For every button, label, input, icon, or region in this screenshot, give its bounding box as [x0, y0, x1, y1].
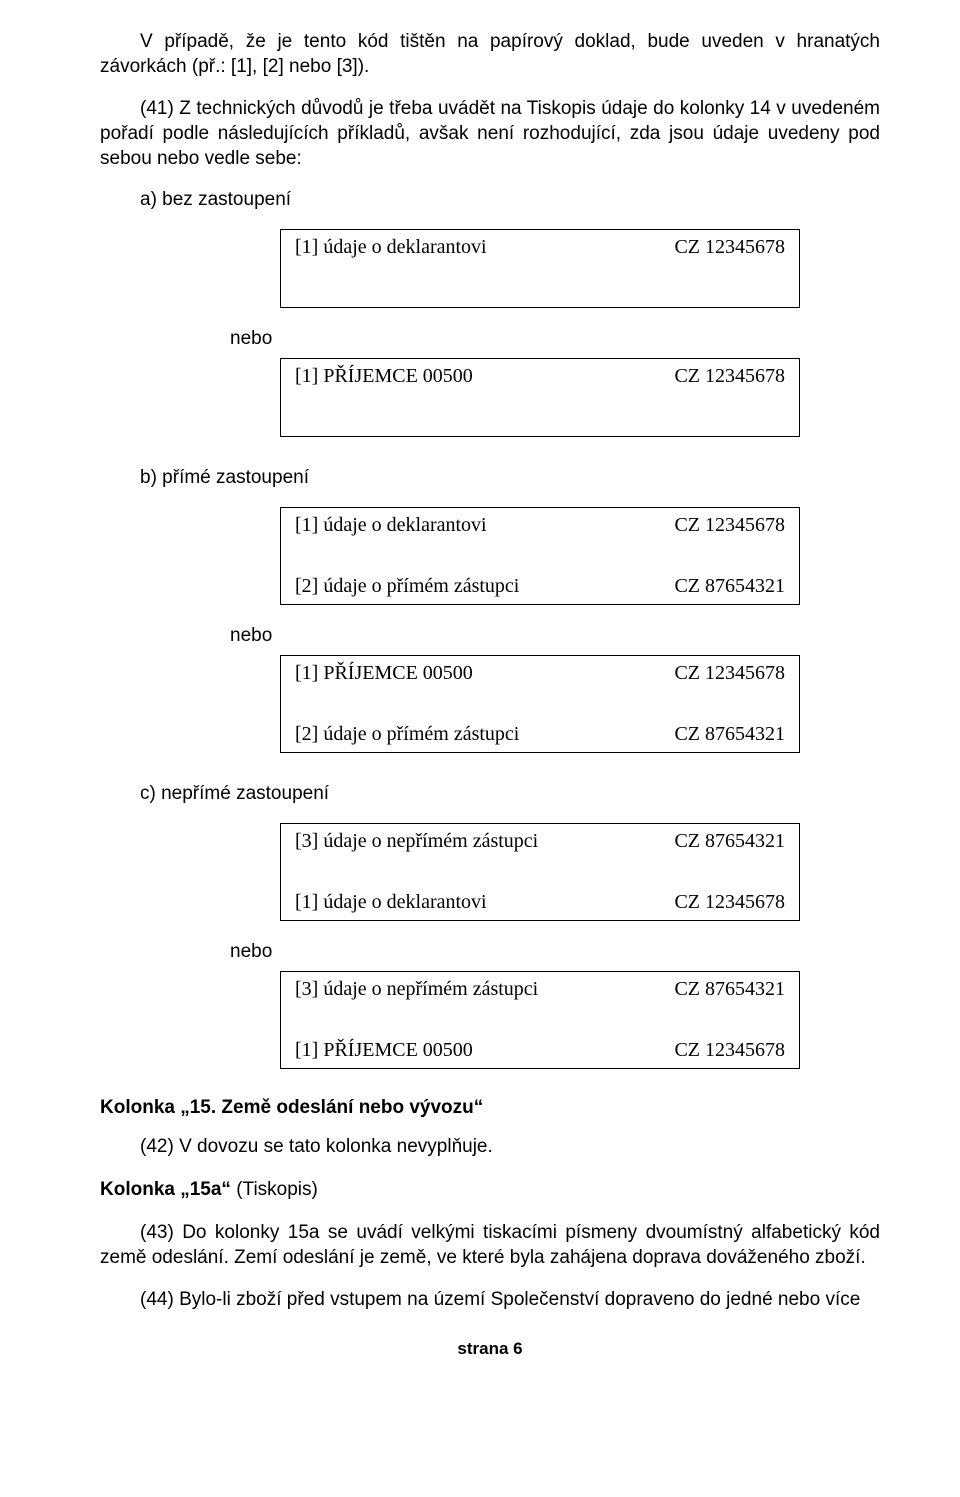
box-row: [1] údaje o deklarantovi CZ 12345678	[295, 236, 785, 259]
box-gap	[295, 863, 785, 891]
box-row: [1] údaje o deklarantovi CZ 12345678	[295, 514, 785, 537]
box-row: [2] údaje o přímém zástupci CZ 87654321	[295, 575, 785, 598]
box-gap	[295, 1011, 785, 1039]
box-gap	[295, 547, 785, 575]
box-left: [1] údaje o deklarantovi	[295, 514, 487, 537]
label-a: a) bez zastoupení	[140, 189, 880, 211]
box-right: CZ 87654321	[674, 978, 785, 1001]
page-container: V případě, že je tento kód tištěn na pap…	[0, 0, 960, 1497]
box-row: [3] údaje o nepřímém zástupci CZ 8765432…	[295, 978, 785, 1001]
box-right: CZ 12345678	[674, 236, 785, 259]
box-row: [1] údaje o deklarantovi CZ 12345678	[295, 891, 785, 914]
kolonka-15a-title: Kolonka „15a“ (Tiskopis)	[100, 1178, 880, 1203]
box-right: CZ 12345678	[674, 365, 785, 388]
box-row: [1] PŘÍJEMCE 00500 CZ 12345678	[295, 1039, 785, 1062]
box-left: [2] údaje o přímém zástupci	[295, 575, 519, 598]
box-right: CZ 12345678	[674, 1039, 785, 1062]
box-left: [1] PŘÍJEMCE 00500	[295, 1039, 473, 1062]
nebo-label-a: nebo	[230, 328, 880, 350]
box-right: CZ 87654321	[674, 723, 785, 746]
box-left: [1] PŘÍJEMCE 00500	[295, 662, 473, 685]
nebo-label-b: nebo	[230, 625, 880, 647]
kolonka-15a-bold: Kolonka „15a“	[100, 1179, 231, 1200]
paragraph-43: (43) Do kolonky 15a se uvádí velkými tis…	[100, 1221, 880, 1270]
box-row: [2] údaje o přímém zástupci CZ 87654321	[295, 723, 785, 746]
paragraph-42: (42) V dovozu se tato kolonka nevyplňuje…	[100, 1135, 880, 1160]
box-left: [3] údaje o nepřímém zástupci	[295, 830, 538, 853]
box-a2: [1] PŘÍJEMCE 00500 CZ 12345678	[280, 358, 800, 437]
paragraph-44: (44) Bylo-li zboží před vstupem na území…	[100, 1288, 880, 1313]
box-left: [1] údaje o deklarantovi	[295, 891, 487, 914]
box-a1: [1] údaje o deklarantovi CZ 12345678	[280, 229, 800, 308]
box-right: CZ 87654321	[674, 830, 785, 853]
box-left: [1] údaje o deklarantovi	[295, 236, 487, 259]
page-footer: strana 6	[100, 1339, 880, 1359]
label-b: b) přímé zastoupení	[140, 467, 880, 489]
box-left: [3] údaje o nepřímém zástupci	[295, 978, 538, 1001]
box-row: [1] PŘÍJEMCE 00500 CZ 12345678	[295, 365, 785, 388]
box-left: [1] PŘÍJEMCE 00500	[295, 365, 473, 388]
paragraph-41: (41) Z technických důvodů je třeba uvádě…	[100, 97, 880, 171]
nebo-label-c: nebo	[230, 941, 880, 963]
box-right: CZ 12345678	[674, 891, 785, 914]
box-row: [1] PŘÍJEMCE 00500 CZ 12345678	[295, 662, 785, 685]
kolonka-15a-rest: (Tiskopis)	[231, 1179, 318, 1200]
box-c2: [3] údaje o nepřímém zástupci CZ 8765432…	[280, 971, 800, 1069]
kolonka-15-title: Kolonka „15. Země odeslání nebo vývozu“	[100, 1097, 880, 1119]
box-left: [2] údaje o přímém zástupci	[295, 723, 519, 746]
paragraph-code-brackets: V případě, že je tento kód tištěn na pap…	[100, 30, 880, 79]
box-right: CZ 12345678	[674, 514, 785, 537]
box-right: CZ 87654321	[674, 575, 785, 598]
box-b1: [1] údaje o deklarantovi CZ 12345678 [2]…	[280, 507, 800, 605]
box-row: [3] údaje o nepřímém zástupci CZ 8765432…	[295, 830, 785, 853]
label-c: c) nepřímé zastoupení	[140, 783, 880, 805]
box-right: CZ 12345678	[674, 662, 785, 685]
box-b2: [1] PŘÍJEMCE 00500 CZ 12345678 [2] údaje…	[280, 655, 800, 753]
box-gap	[295, 695, 785, 723]
box-c1: [3] údaje o nepřímém zástupci CZ 8765432…	[280, 823, 800, 921]
